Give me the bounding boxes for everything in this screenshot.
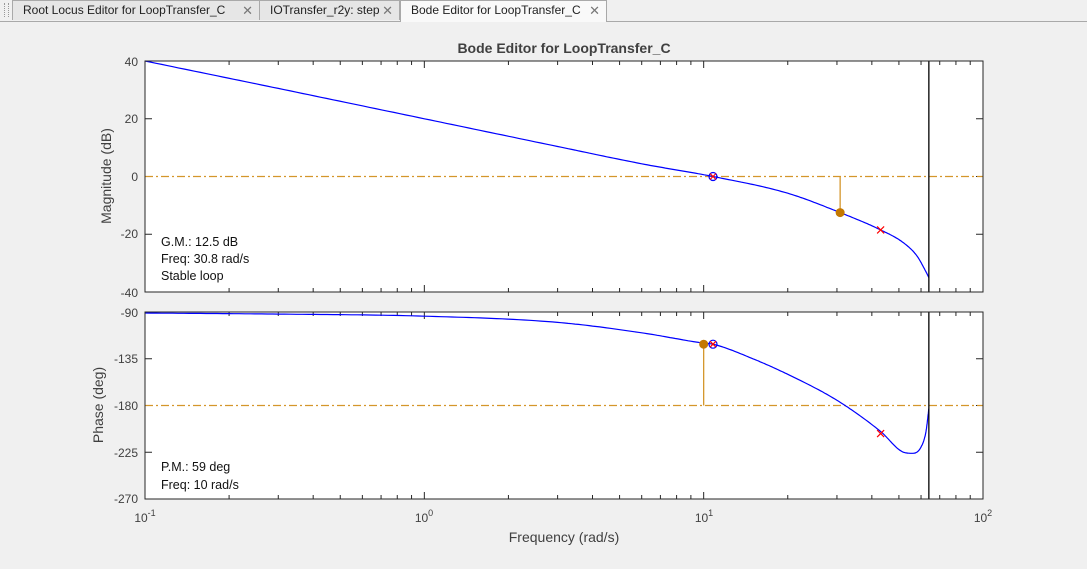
phase-margin-annotation: P.M.: 59 deg (161, 460, 230, 474)
phase-tick-label: -90 (121, 306, 139, 320)
magnitude-axes-frame (144, 60, 984, 293)
mag-tick-label: -40 (121, 286, 139, 300)
tab-label: Root Locus Editor for LoopTransfer_C (23, 3, 226, 17)
phase-tick-label: -135 (114, 352, 138, 366)
x-axis-label: Frequency (rad/s) (509, 529, 619, 545)
x-tick-label: 10-1 (134, 508, 155, 525)
magnitude-compensator-zero-marker[interactable] (708, 171, 718, 182)
tab-iotransfer-step[interactable]: IOTransfer_r2y: step ✕ (259, 0, 400, 20)
mag-tick-label: 40 (125, 55, 139, 69)
tab-bar-grip[interactable] (4, 3, 9, 17)
phase-axes-frame (144, 311, 984, 500)
tab-label: IOTransfer_r2y: step (270, 3, 380, 17)
magnitude-pole-marker[interactable] (876, 225, 885, 234)
magnitude-axis-label: Magnitude (dB) (98, 128, 114, 224)
magnitude-curve[interactable] (144, 60, 930, 278)
phase-tick-label: -225 (114, 446, 138, 460)
phase-margin-frequency-annotation: Freq: 10 rad/s (161, 478, 239, 492)
phase-axis-label: Phase (deg) (90, 367, 106, 443)
tab-label: Bode Editor for LoopTransfer_C (411, 3, 581, 17)
tab-root-locus-editor[interactable]: Root Locus Editor for LoopTransfer_C ✕ (12, 0, 260, 20)
phase-curve[interactable] (144, 312, 930, 454)
x-tick-label: 102 (974, 508, 992, 525)
close-icon[interactable]: ✕ (242, 3, 253, 18)
mag-tick-label: -20 (121, 227, 139, 241)
tab-bode-editor[interactable]: Bode Editor for LoopTransfer_C ✕ (400, 0, 607, 22)
mag-tick-label: 0 (131, 170, 138, 184)
editor-tab-bar: Root Locus Editor for LoopTransfer_C ✕ I… (0, 0, 1087, 22)
x-tick-label: 101 (695, 508, 713, 525)
gain-margin-marker[interactable] (835, 208, 845, 218)
phase-compensator-zero-marker[interactable] (708, 339, 718, 349)
mag-tick-label: 20 (125, 112, 139, 126)
plot-title: Bode Editor for LoopTransfer_C (457, 40, 670, 56)
gain-margin-annotation: G.M.: 12.5 dB (161, 235, 238, 249)
phase-margin-marker[interactable] (699, 339, 709, 349)
close-icon[interactable]: ✕ (382, 3, 393, 18)
phase-pole-marker[interactable] (876, 429, 885, 438)
stability-annotation: Stable loop (161, 269, 224, 283)
gain-margin-frequency-annotation: Freq: 30.8 rad/s (161, 252, 249, 266)
close-icon[interactable]: ✕ (589, 3, 600, 18)
phase-tick-label: -270 (114, 492, 138, 506)
x-tick-label: 100 (415, 508, 433, 525)
phase-tick-label: -180 (114, 399, 138, 413)
